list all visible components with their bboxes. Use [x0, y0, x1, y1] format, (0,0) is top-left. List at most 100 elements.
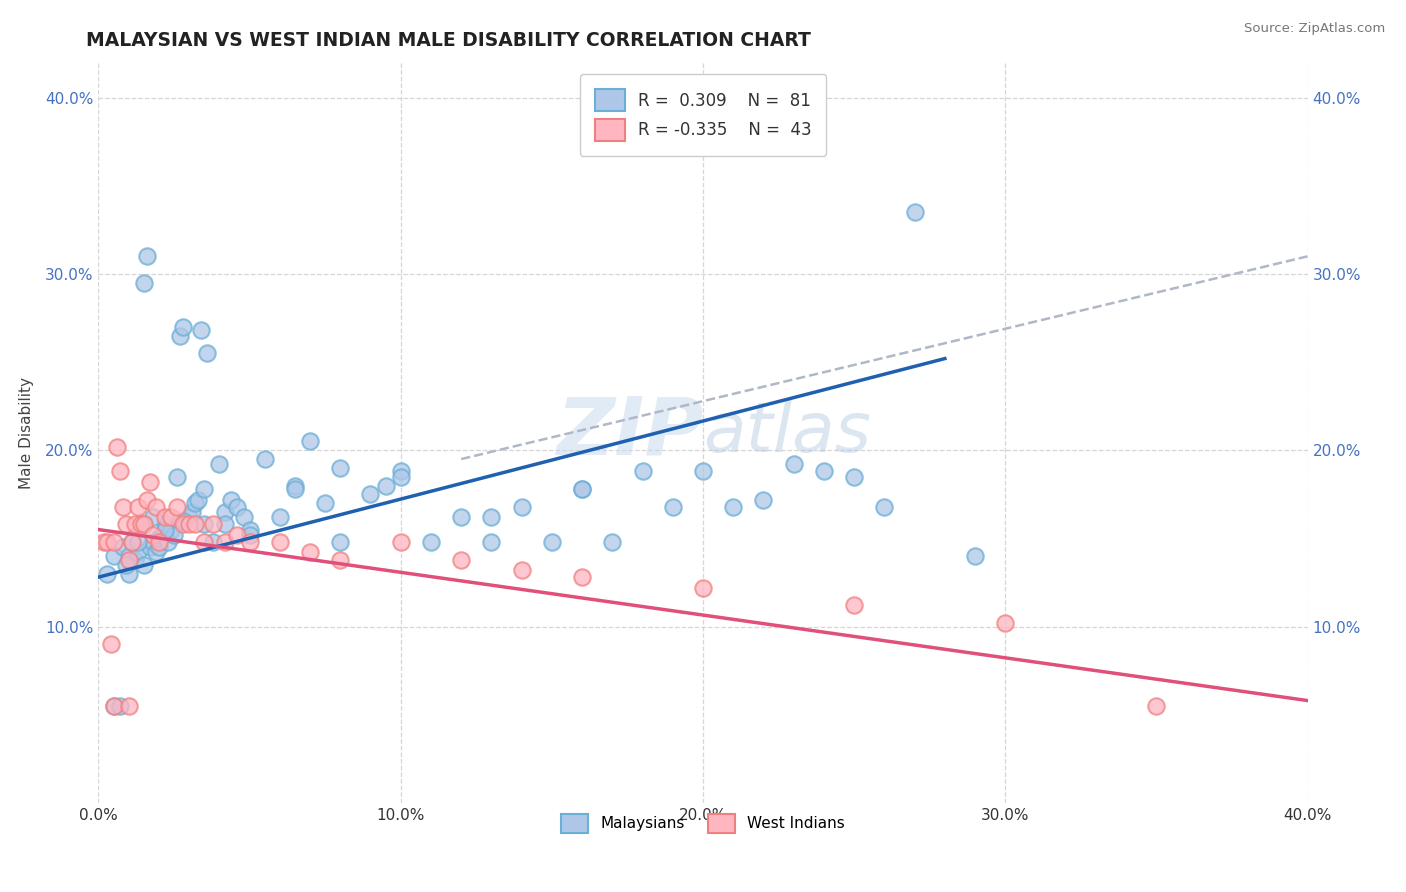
Point	[193, 482, 215, 496]
Point	[121, 535, 143, 549]
Point	[752, 492, 775, 507]
Point	[994, 615, 1017, 630]
Y-axis label: Male Disability: Male Disability	[18, 376, 34, 489]
Point	[153, 510, 176, 524]
Point	[103, 698, 125, 713]
Point	[181, 505, 204, 519]
Point	[692, 581, 714, 595]
Point	[389, 469, 412, 483]
Point	[105, 440, 128, 454]
Point	[232, 510, 254, 524]
Point	[510, 563, 533, 577]
Point	[118, 566, 141, 581]
Point	[142, 510, 165, 524]
Point	[135, 492, 157, 507]
Point	[510, 500, 533, 514]
Point	[481, 535, 503, 549]
Point	[187, 492, 209, 507]
Point	[124, 552, 146, 566]
Point	[253, 452, 276, 467]
Point	[127, 545, 149, 559]
Point	[96, 535, 118, 549]
Point	[118, 698, 141, 713]
Point	[571, 570, 593, 584]
Point	[135, 249, 157, 263]
Point	[269, 535, 291, 549]
Point	[145, 500, 167, 514]
Point	[284, 482, 307, 496]
Point	[329, 535, 352, 549]
Point	[190, 323, 212, 337]
Point	[103, 549, 125, 563]
Point	[148, 540, 170, 554]
Point	[965, 549, 987, 563]
Point	[129, 517, 152, 532]
Point	[172, 517, 194, 532]
Point	[184, 517, 207, 532]
Point	[132, 517, 155, 532]
Point	[184, 496, 207, 510]
Point	[179, 517, 201, 532]
Point	[239, 535, 262, 549]
Point	[124, 517, 146, 532]
Point	[103, 535, 125, 549]
Point	[571, 482, 593, 496]
Point	[1144, 698, 1167, 713]
Point	[214, 535, 236, 549]
Point	[540, 535, 562, 549]
Point	[226, 528, 249, 542]
Point	[111, 500, 134, 514]
Point	[132, 517, 155, 532]
Point	[193, 535, 215, 549]
Point	[108, 698, 131, 713]
Point	[202, 517, 225, 532]
Point	[103, 698, 125, 713]
Point	[148, 535, 170, 549]
Point	[150, 528, 173, 542]
Point	[329, 552, 352, 566]
Text: ZIP: ZIP	[555, 393, 703, 472]
Point	[179, 510, 201, 524]
Point	[121, 535, 143, 549]
Point	[202, 535, 225, 549]
Point	[118, 552, 141, 566]
Point	[239, 528, 262, 542]
Point	[132, 558, 155, 572]
Point	[783, 458, 806, 472]
Point	[360, 487, 382, 501]
Point	[844, 469, 866, 483]
Point	[114, 558, 136, 572]
Point	[214, 517, 236, 532]
Point	[93, 535, 115, 549]
Point	[723, 500, 745, 514]
Point	[142, 535, 165, 549]
Point	[389, 464, 412, 478]
Point	[153, 517, 176, 532]
Point	[571, 482, 593, 496]
Point	[118, 549, 141, 563]
Point	[195, 346, 218, 360]
Point	[481, 510, 503, 524]
Point	[420, 535, 443, 549]
Point	[96, 566, 118, 581]
Point	[214, 505, 236, 519]
Point	[389, 535, 412, 549]
Point	[153, 523, 176, 537]
Point	[602, 535, 624, 549]
Point	[299, 545, 322, 559]
Point	[108, 464, 131, 478]
Point	[160, 523, 183, 537]
Point	[114, 517, 136, 532]
Point	[156, 535, 179, 549]
Point	[221, 492, 243, 507]
Point	[142, 528, 165, 542]
Point	[329, 461, 352, 475]
Point	[145, 545, 167, 559]
Legend: Malaysians, West Indians: Malaysians, West Indians	[547, 800, 859, 847]
Point	[226, 500, 249, 514]
Point	[873, 500, 896, 514]
Point	[844, 599, 866, 613]
Text: Source: ZipAtlas.com: Source: ZipAtlas.com	[1244, 22, 1385, 36]
Point	[127, 535, 149, 549]
Point	[239, 523, 262, 537]
